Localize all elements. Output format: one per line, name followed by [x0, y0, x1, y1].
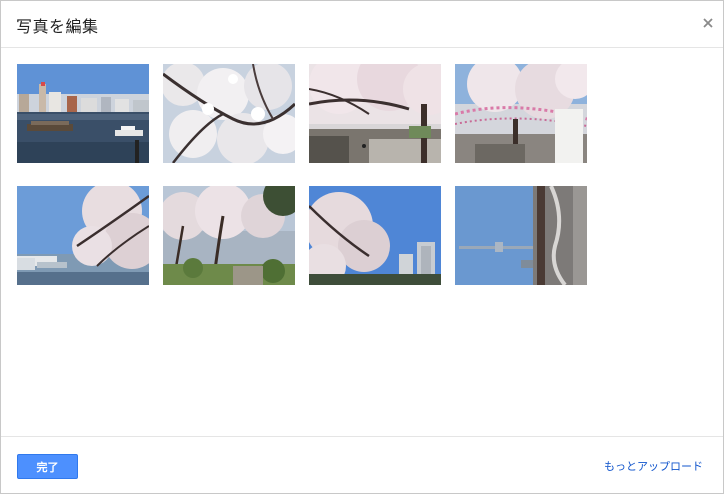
- upload-more-link[interactable]: もっとアップロード: [604, 460, 703, 473]
- photo-cherry-buildings[interactable]: [309, 186, 441, 285]
- photo-cherry-lanterns[interactable]: [455, 64, 587, 163]
- dialog-footer: 完了 もっとアップロード: [1, 436, 723, 493]
- photo-riverside-cherry[interactable]: [17, 186, 149, 285]
- photo-river-cityscape[interactable]: [17, 64, 149, 163]
- photo-park-cherry[interactable]: [163, 186, 295, 285]
- done-button[interactable]: 完了: [17, 454, 78, 479]
- close-icon[interactable]: [701, 15, 715, 29]
- dialog-header: 写真を編集: [1, 1, 723, 48]
- photo-cherry-tree-path[interactable]: [309, 64, 441, 163]
- photo-cherry-blossoms-closeup[interactable]: [163, 64, 295, 163]
- dialog-title: 写真を編集: [16, 17, 99, 36]
- photo-skytree-rotated[interactable]: [455, 186, 587, 285]
